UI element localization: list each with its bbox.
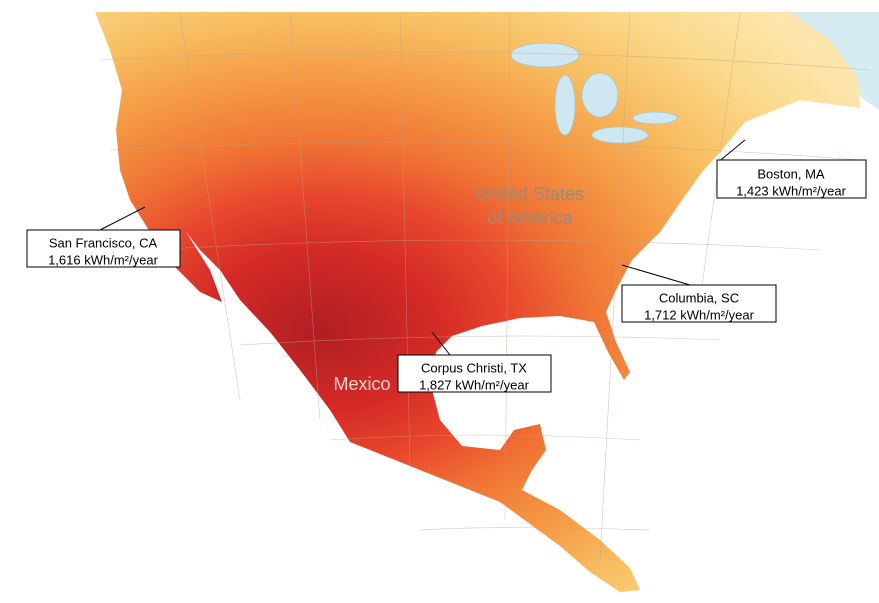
callout-box (26, 229, 181, 268)
callout: Boston, MA 1,423 kWh/m²/year (716, 139, 867, 199)
city-name: San Francisco, CA (49, 235, 158, 250)
callout: San Francisco, CA 1,616 kWh/m²/year (26, 206, 181, 268)
leader-line (431, 331, 451, 356)
callout: Columbia, SC 1,712 kWh/m²/year (621, 264, 777, 323)
graticule (99, 11, 871, 561)
city-name: Boston, MA (757, 166, 825, 181)
region-label: Mexico (333, 374, 390, 394)
irradiance: 1,712 kWh/m²/year (644, 307, 754, 322)
city-name: Corpus Christi, TX (421, 360, 527, 375)
leader-line (621, 264, 691, 286)
callout-box (397, 354, 552, 393)
great-lakes (510, 42, 678, 144)
callout: Corpus Christi, TX 1,827 kWh/m²/year (397, 331, 552, 393)
callout-box (716, 159, 867, 199)
leader-line (716, 139, 746, 164)
city-name: Columbia, SC (659, 290, 739, 305)
region-label: of America (487, 208, 573, 228)
callout-box (621, 284, 777, 323)
irradiance: 1,827 kWh/m²/year (419, 377, 529, 392)
irradiance: 1,423 kWh/m²/year (736, 183, 846, 198)
region-label: United States (476, 184, 584, 204)
leader-line (99, 206, 146, 231)
land (95, 12, 860, 592)
irradiance: 1,616 kWh/m²/year (48, 252, 158, 267)
